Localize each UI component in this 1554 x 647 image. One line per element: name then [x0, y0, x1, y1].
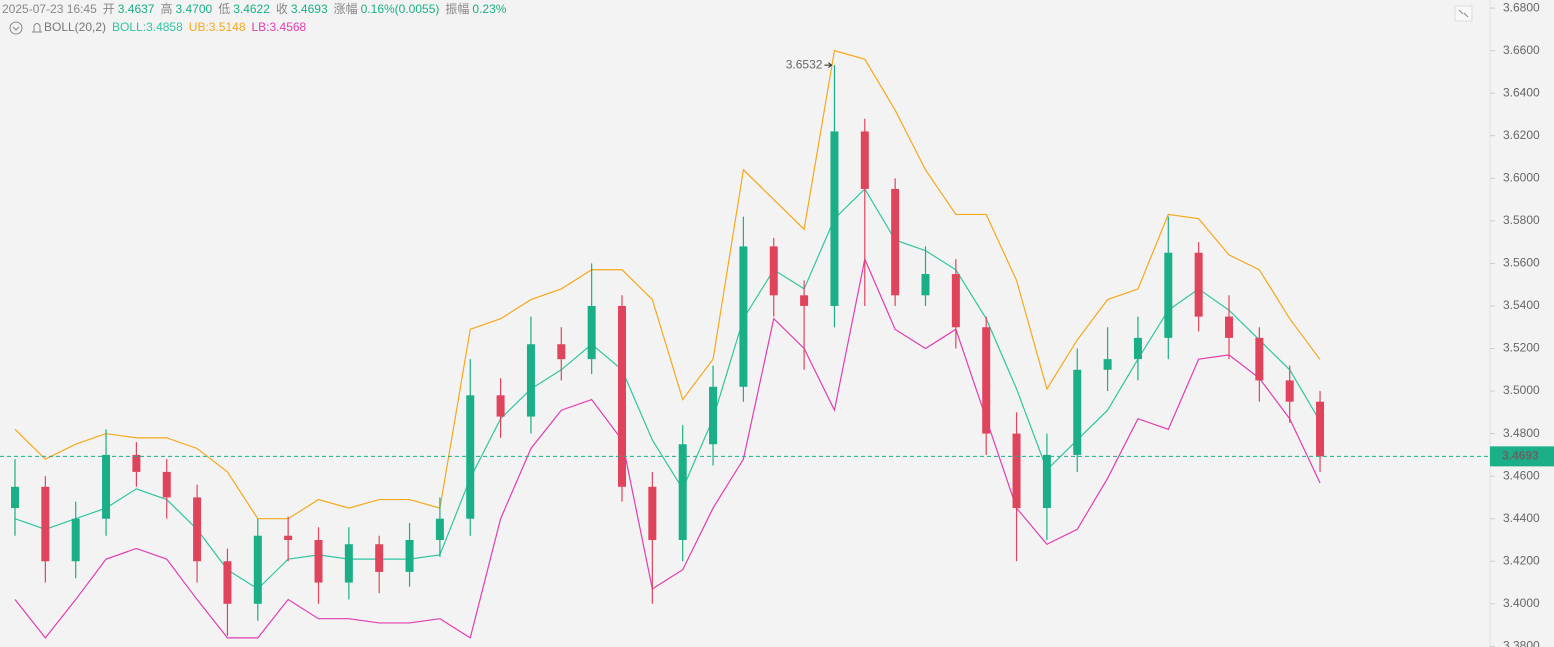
- y-tick-label: 3.4600: [1503, 468, 1540, 482]
- y-tick-label: 3.6400: [1503, 85, 1540, 99]
- candle-body: [11, 486, 19, 509]
- y-tick-label: 3.4000: [1503, 596, 1540, 610]
- candle-body: [739, 246, 748, 387]
- candle-body: [344, 544, 353, 583]
- header-field-value: 3.4700: [175, 2, 212, 16]
- y-tick-label: 3.3800: [1503, 639, 1540, 647]
- last-price-box: [1490, 446, 1554, 467]
- y-tick-label: 3.4200: [1503, 553, 1540, 567]
- candle-body: [1042, 454, 1051, 509]
- candle-body: [526, 344, 535, 417]
- candle-body: [618, 305, 626, 487]
- y-tick-label: 3.6000: [1503, 170, 1540, 184]
- candle-body: [1255, 337, 1264, 381]
- header-field-label: 低: [218, 2, 230, 16]
- y-tick-label: 3.6600: [1503, 43, 1540, 57]
- candle-body: [71, 518, 80, 562]
- candle-body: [41, 486, 50, 562]
- candle-body: [193, 497, 202, 562]
- header-field-label: 高: [160, 1, 172, 16]
- candle-body: [557, 344, 566, 360]
- candle-body: [223, 561, 232, 604]
- candle-body: [162, 471, 171, 498]
- candle-body: [921, 274, 930, 296]
- bands: [14, 49, 1321, 639]
- band-line: [14, 187, 1321, 590]
- candle-body: [102, 454, 111, 519]
- candle-body: [405, 539, 414, 572]
- header-field-label: 开: [103, 2, 115, 16]
- y-tick-label: 3.5400: [1503, 298, 1540, 312]
- ohlc-header: 2025-07-23 16:45 开 3.4637 高 3.4700 低 3.4622 收 3.…: [2, 1, 507, 16]
- candle-body: [800, 295, 809, 306]
- candle-body: [1316, 401, 1325, 457]
- legend-entry: UB:3.5148: [189, 20, 246, 34]
- candle-body: [891, 188, 900, 296]
- header-field-label: 振幅: [445, 1, 469, 16]
- candle-body: [1012, 433, 1021, 509]
- legend-entry: LB:3.4568: [252, 20, 307, 34]
- collapse-icon[interactable]: [9, 21, 23, 35]
- candle-body: [1133, 337, 1142, 360]
- band-line: [14, 257, 1321, 639]
- y-tick-label: 3.6200: [1503, 128, 1540, 142]
- candle-body: [1164, 252, 1173, 338]
- candle-body: [951, 274, 960, 328]
- candle-body: [709, 386, 718, 445]
- candle-body: [375, 544, 384, 572]
- y-tick-label: 3.5600: [1503, 256, 1540, 270]
- candle-body: [587, 305, 596, 360]
- candle-body: [466, 395, 475, 519]
- max-arrow: [824, 62, 833, 68]
- candle-body: [1225, 316, 1233, 338]
- candle-body: [678, 444, 687, 540]
- indicator-name: BOLL(20,2): [44, 20, 106, 34]
- legend-entry: BOLL:3.4858: [112, 20, 183, 34]
- candle-body: [982, 327, 991, 434]
- grid: 3.3800 3.4000 3.4200 3.4400 3.4600 3.4800 3.50…: [1490, 0, 1540, 647]
- expand-icon: [1458, 9, 1469, 18]
- collapse-chevron: [12, 26, 20, 31]
- max-annotation: 3.6532: [786, 57, 823, 71]
- candle-body: [284, 535, 293, 540]
- y-tick-label: 3.5000: [1503, 383, 1540, 397]
- indicator-header: BOLL(20,2) BOLL:3.4858 UB:3.5148 LB:3.4568: [44, 20, 307, 34]
- candle-body: [1103, 359, 1112, 370]
- header-field-value: 0.23%: [472, 2, 506, 16]
- candle-body: [1194, 252, 1203, 317]
- y-tick-label: 3.4800: [1503, 426, 1540, 440]
- header-field-value: 0.16%(0.0055): [361, 2, 440, 16]
- candle-body: [860, 131, 869, 189]
- candle-body: [132, 454, 141, 472]
- header-field-value: 3.4622: [233, 2, 270, 16]
- y-tick-label: 3.4400: [1503, 511, 1540, 525]
- candle-body: [1073, 369, 1082, 455]
- header-field-value: 3.4637: [118, 2, 155, 16]
- band-line: [14, 49, 1321, 520]
- candle-body: [830, 131, 839, 306]
- candle-body: [314, 539, 323, 583]
- candle-body: [769, 246, 778, 296]
- header-field-label: 涨幅: [334, 1, 358, 16]
- alert-icon[interactable]: [32, 23, 42, 33]
- candles: [11, 65, 1325, 636]
- candle-body: [435, 518, 444, 540]
- candle-body: [253, 535, 262, 604]
- candle-body: [496, 395, 505, 417]
- y-tick-label: 3.5200: [1503, 341, 1540, 355]
- candle-body: [648, 486, 657, 540]
- header-field-label: 收: [276, 2, 288, 16]
- last-price-label: 3.4693: [1502, 449, 1539, 463]
- header-time: 2025-07-23 16:45: [2, 2, 97, 16]
- header-field-value: 3.4693: [291, 2, 328, 16]
- y-tick-label: 3.6800: [1503, 0, 1540, 14]
- expand-button[interactable]: [1454, 5, 1473, 22]
- overlay: 3.4693 3.6532: [0, 57, 1554, 467]
- y-tick-label: 3.5800: [1503, 213, 1540, 227]
- candle-body: [1285, 380, 1294, 402]
